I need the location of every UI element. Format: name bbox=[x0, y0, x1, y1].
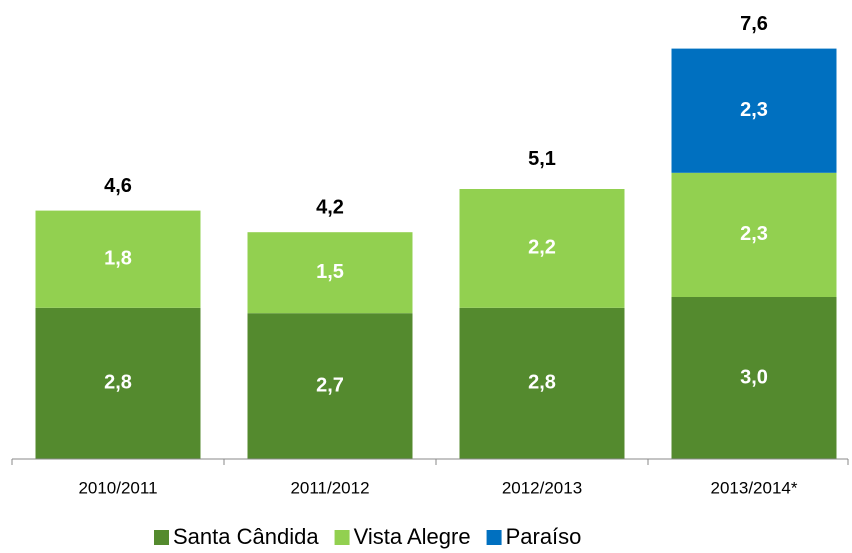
bar-segment bbox=[35, 210, 201, 308]
x-tick-label: 2012/2013 bbox=[502, 478, 582, 497]
data-label: 2,3 bbox=[740, 223, 768, 245]
bar-segment bbox=[247, 313, 413, 459]
legend-label: Santa Cândida bbox=[173, 524, 319, 549]
total-label: 7,6 bbox=[740, 13, 768, 35]
data-label: 1,8 bbox=[104, 247, 132, 269]
x-tick-label: 2010/2011 bbox=[78, 478, 157, 497]
legend-swatch bbox=[486, 530, 502, 545]
bar-segment bbox=[35, 307, 201, 459]
total-label: 4,2 bbox=[316, 196, 344, 218]
data-label: 3,0 bbox=[740, 366, 768, 388]
total-label: 4,6 bbox=[104, 175, 132, 197]
bar-segment bbox=[671, 48, 837, 173]
data-label: 2,3 bbox=[740, 99, 768, 121]
data-label: 2,8 bbox=[104, 372, 132, 394]
x-tick-label: 2013/2014* bbox=[711, 478, 798, 497]
bar-segment bbox=[671, 297, 837, 459]
legend-swatch bbox=[154, 530, 169, 545]
legend-label: Vista Alegre bbox=[354, 524, 471, 549]
total-label: 5,1 bbox=[528, 148, 556, 170]
data-label: 2,8 bbox=[528, 372, 556, 394]
data-label: 1,5 bbox=[316, 261, 344, 283]
data-label: 2,7 bbox=[316, 374, 344, 396]
bar-segment bbox=[671, 172, 837, 297]
data-label: 2,2 bbox=[528, 237, 556, 259]
bar-segment bbox=[459, 307, 625, 459]
legend-label: Paraíso bbox=[506, 524, 582, 549]
bar-segment bbox=[459, 189, 625, 308]
x-tick-label: 2011/2012 bbox=[290, 478, 369, 497]
bar-segment bbox=[247, 232, 413, 314]
legend-swatch bbox=[334, 530, 350, 545]
